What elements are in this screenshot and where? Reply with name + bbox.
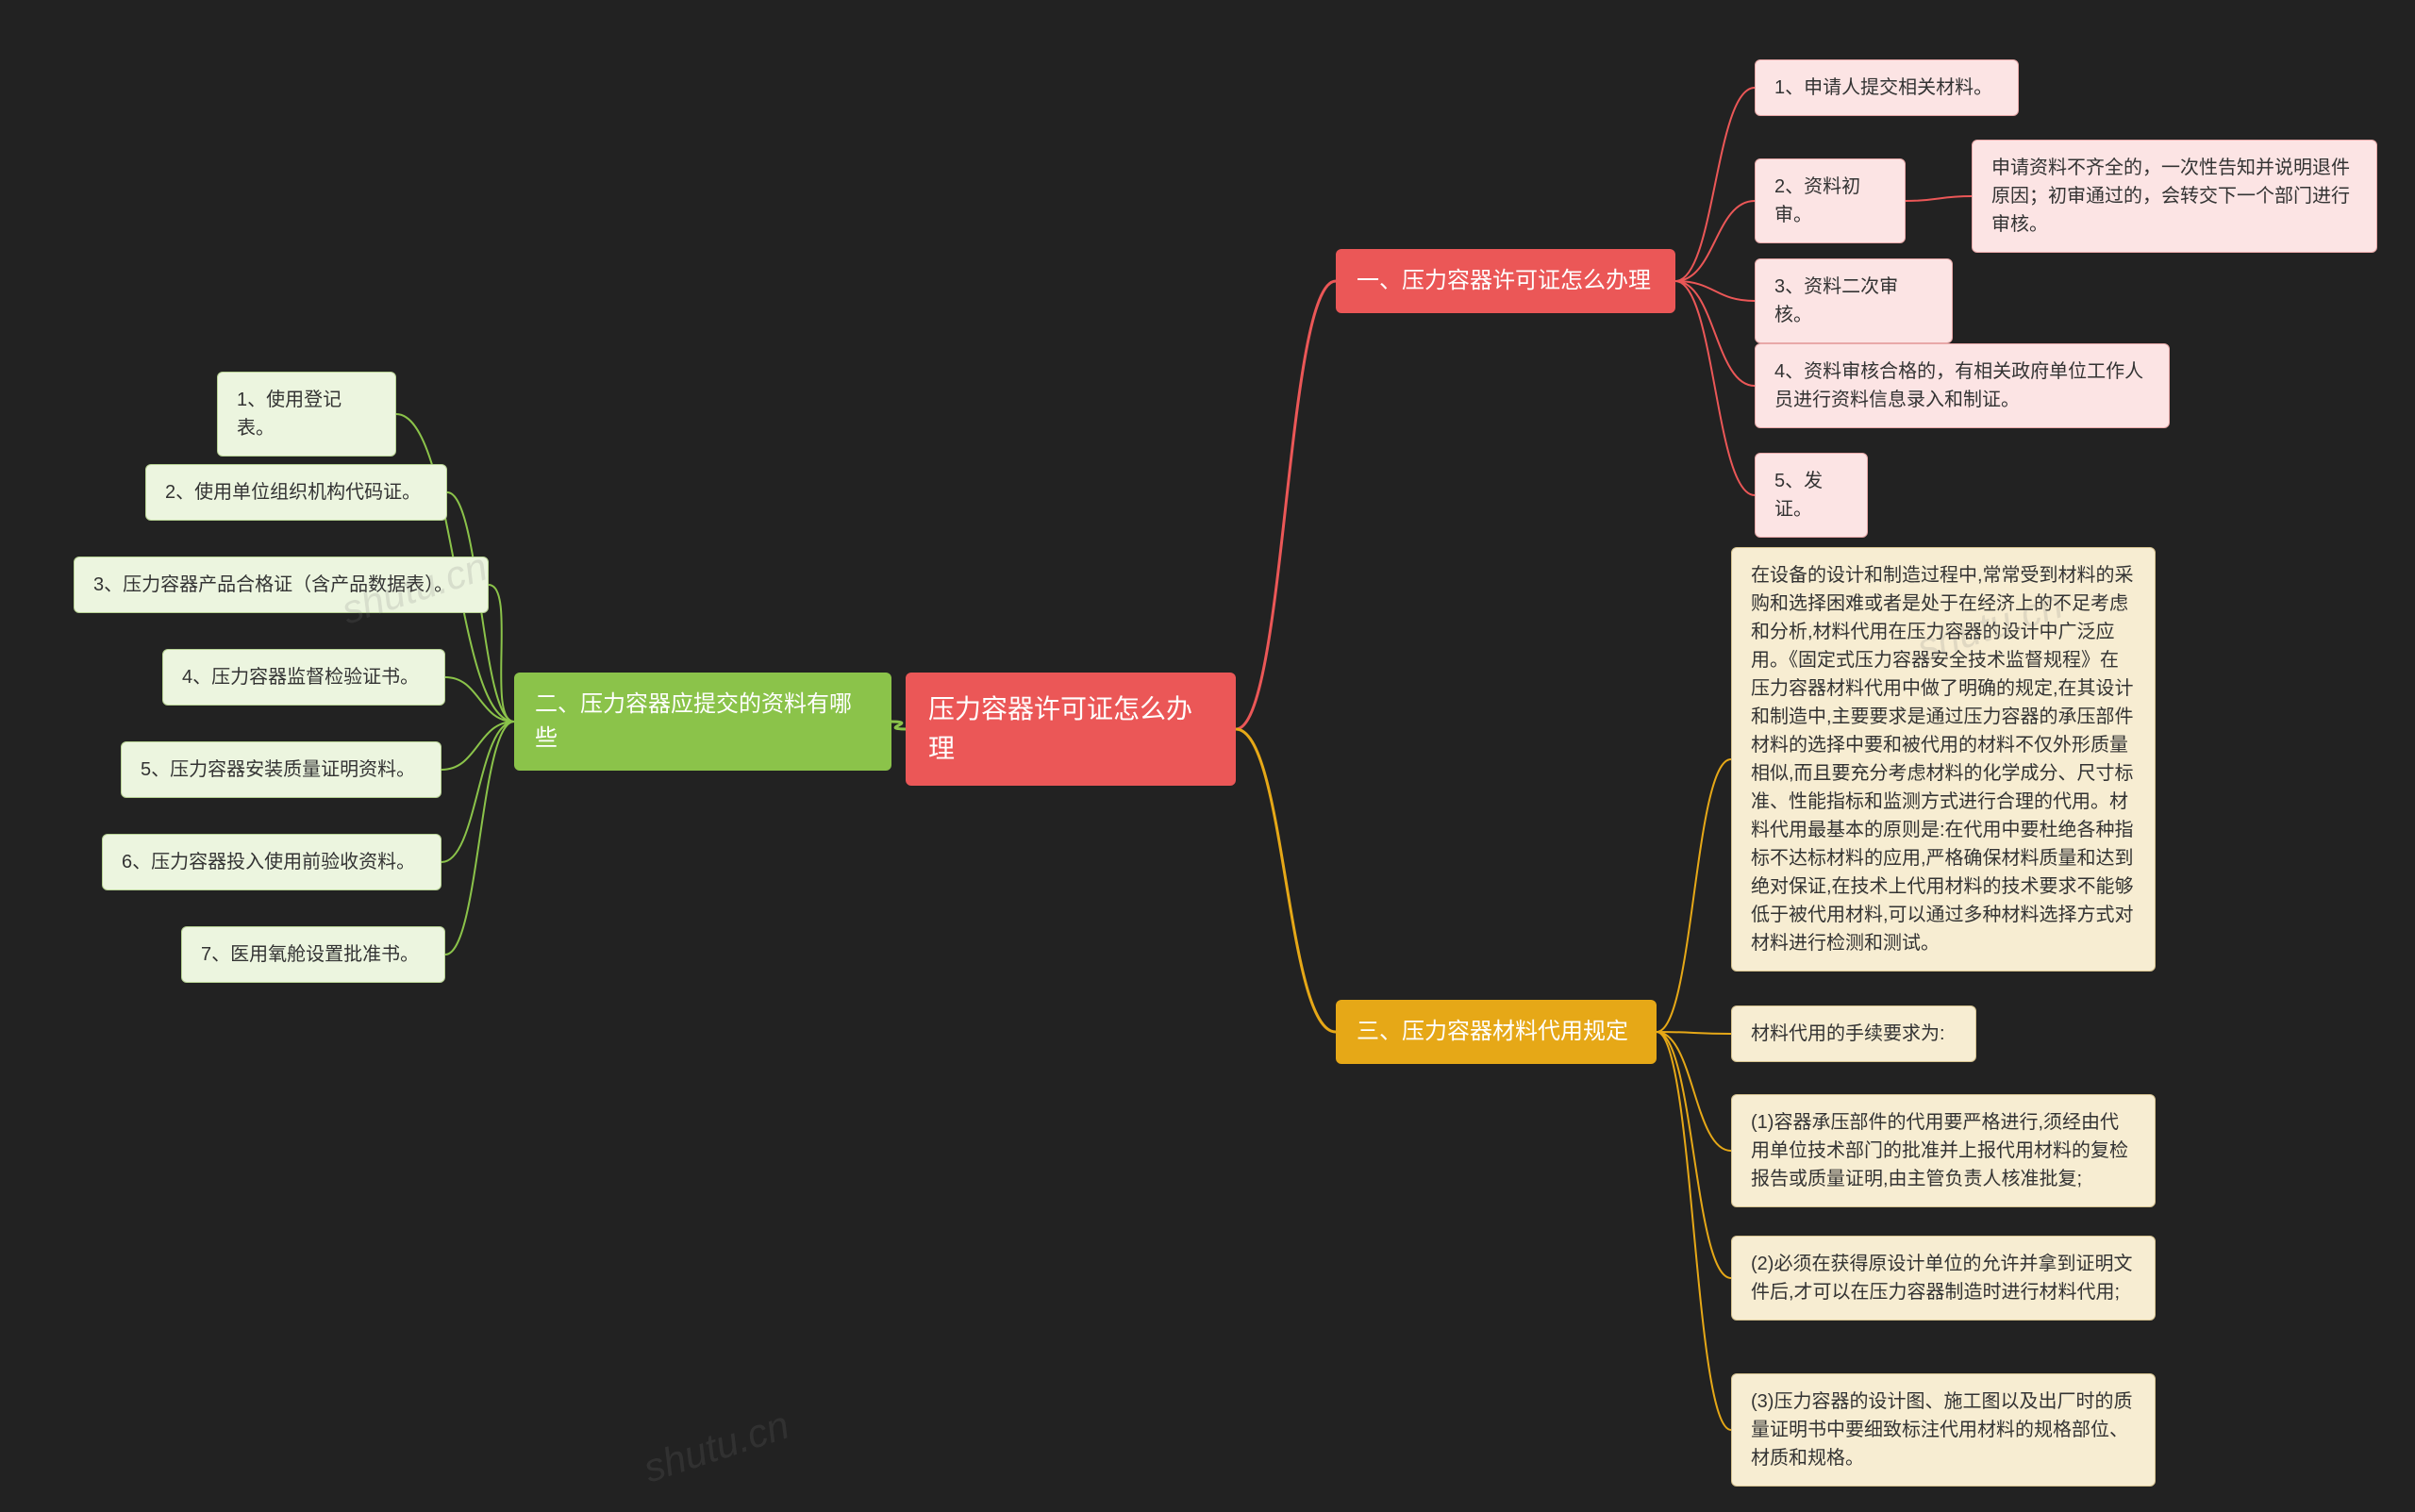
branch3-leaf-2: 材料代用的手续要求为: bbox=[1731, 1005, 1976, 1062]
branch2-leaf-2: 2、使用单位组织机构代码证。 bbox=[145, 464, 447, 521]
branch1-leaf-2-child: 申请资料不齐全的，一次性告知并说明退件原因；初审通过的，会转交下一个部门进行审核… bbox=[1972, 140, 2377, 253]
branch3-leaf-4: (2)必须在获得原设计单位的允许并拿到证明文件后,才可以在压力容器制造时进行材料… bbox=[1731, 1236, 2156, 1321]
branch2-node: 二、压力容器应提交的资料有哪些 bbox=[514, 673, 891, 771]
branch1-leaf-1: 1、申请人提交相关材料。 bbox=[1755, 59, 2019, 116]
branch3-leaf-1: 在设备的设计和制造过程中,常常受到材料的采购和选择困难或者是处于在经济上的不足考… bbox=[1731, 547, 2156, 972]
watermark-3: shutu.cn bbox=[638, 1403, 794, 1492]
branch1-leaf-3: 3、资料二次审核。 bbox=[1755, 258, 1953, 343]
branch2-leaf-1: 1、使用登记表。 bbox=[217, 372, 396, 457]
branch3-node: 三、压力容器材料代用规定 bbox=[1336, 1000, 1657, 1064]
branch2-leaf-4: 4、压力容器监督检验证书。 bbox=[162, 649, 445, 706]
branch2-leaf-3: 3、压力容器产品合格证（含产品数据表）。 bbox=[74, 557, 489, 613]
branch1-node: 一、压力容器许可证怎么办理 bbox=[1336, 249, 1675, 313]
branch2-leaf-6: 6、压力容器投入使用前验收资料。 bbox=[102, 834, 441, 890]
branch1-leaf-5: 5、发证。 bbox=[1755, 453, 1868, 538]
branch3-leaf-3: (1)容器承压部件的代用要严格进行,须经由代用单位技术部门的批准并上报代用材料的… bbox=[1731, 1094, 2156, 1207]
branch1-leaf-4: 4、资料审核合格的，有相关政府单位工作人员进行资料信息录入和制证。 bbox=[1755, 343, 2170, 428]
branch3-leaf-5: (3)压力容器的设计图、施工图以及出厂时的质量证明书中要细致标注代用材料的规格部… bbox=[1731, 1373, 2156, 1487]
branch2-leaf-7: 7、医用氧舱设置批准书。 bbox=[181, 926, 445, 983]
root-node: 压力容器许可证怎么办理 bbox=[906, 673, 1236, 786]
branch2-leaf-5: 5、压力容器安装质量证明资料。 bbox=[121, 741, 441, 798]
branch1-leaf-2: 2、资料初审。 bbox=[1755, 158, 1906, 243]
